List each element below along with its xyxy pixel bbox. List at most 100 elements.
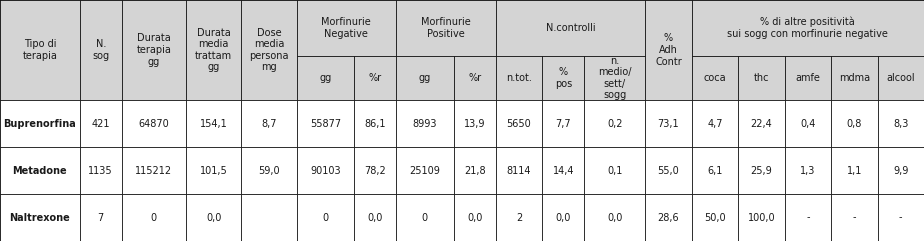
Text: 7,7: 7,7 [555,119,571,128]
Text: gg: gg [419,73,432,83]
Text: 0,4: 0,4 [800,119,816,128]
Text: 8993: 8993 [413,119,437,128]
Text: mdma: mdma [839,73,869,83]
Text: Morfinurie
Negative: Morfinurie Negative [322,17,371,39]
Text: 22,4: 22,4 [750,119,772,128]
Bar [354,56,396,100]
Bar [831,147,878,194]
Text: 101,5: 101,5 [200,166,227,175]
Bar [692,147,738,194]
Text: 21,8: 21,8 [464,166,485,175]
Bar [738,56,784,100]
Text: 55877: 55877 [310,119,341,128]
Text: % di altre positività
sui sogg con morfinurie negative: % di altre positività sui sogg con morfi… [727,17,888,39]
Text: n.tot.: n.tot. [506,73,532,83]
Text: 8,3: 8,3 [894,119,908,128]
Bar [0,100,79,147]
Bar [542,194,584,241]
Text: Tipo di
terapia: Tipo di terapia [22,39,57,61]
Text: 90103: 90103 [310,166,341,175]
Text: alcool: alcool [886,73,915,83]
Text: N.
sog: N. sog [92,39,109,61]
Bar [784,194,831,241]
Bar [831,100,878,147]
Text: Morfinurie
Positive: Morfinurie Positive [421,17,471,39]
Text: 86,1: 86,1 [364,119,386,128]
Text: 25,9: 25,9 [750,166,772,175]
Bar [542,56,584,100]
Text: 154,1: 154,1 [200,119,227,128]
Bar [645,194,692,241]
Bar [645,100,692,147]
Text: 50,0: 50,0 [704,213,725,222]
Bar [241,147,297,194]
Text: 4,7: 4,7 [707,119,723,128]
Bar [738,100,784,147]
Bar [186,194,241,241]
Text: Durata
terapia
gg: Durata terapia gg [137,33,171,67]
Text: 64870: 64870 [139,119,169,128]
Bar [241,100,297,147]
Text: -: - [853,213,856,222]
Bar [831,194,878,241]
Text: 0,0: 0,0 [368,213,383,222]
Bar [297,0,396,56]
Text: 25109: 25109 [409,166,441,175]
Bar [79,147,122,194]
Bar [584,56,645,100]
Bar [584,147,645,194]
Bar [186,147,241,194]
Bar [122,100,186,147]
Bar [0,147,79,194]
Bar [878,194,924,241]
Text: Naltrexone: Naltrexone [9,213,70,222]
Text: %
Adh
Contr: % Adh Contr [655,33,682,67]
Bar [496,0,645,56]
Bar [354,147,396,194]
Text: 115212: 115212 [135,166,173,175]
Bar [645,0,692,100]
Bar [454,56,496,100]
Bar [831,56,878,100]
Bar [878,56,924,100]
Bar [186,100,241,147]
Text: amfe: amfe [796,73,821,83]
Bar [396,194,454,241]
Bar [241,194,297,241]
Bar [784,56,831,100]
Text: 0,8: 0,8 [846,119,862,128]
Bar [784,100,831,147]
Text: N.controlli: N.controlli [546,23,595,33]
Text: 78,2: 78,2 [364,166,386,175]
Bar [645,147,692,194]
Bar [396,0,496,56]
Bar [738,147,784,194]
Bar [354,194,396,241]
Text: 0,1: 0,1 [607,166,623,175]
Text: 0,2: 0,2 [607,119,623,128]
Bar [692,56,738,100]
Text: 59,0: 59,0 [258,166,280,175]
Text: gg: gg [319,73,332,83]
Bar [496,194,542,241]
Bar [692,194,738,241]
Text: 0,0: 0,0 [467,213,482,222]
Bar [692,100,738,147]
Bar [79,100,122,147]
Text: 100,0: 100,0 [748,213,775,222]
Text: 13,9: 13,9 [464,119,485,128]
Text: 8,7: 8,7 [261,119,276,128]
Bar [297,56,354,100]
Bar [878,147,924,194]
Bar [122,147,186,194]
Text: 8114: 8114 [506,166,531,175]
Text: 55,0: 55,0 [658,166,679,175]
Text: %
pos: % pos [554,67,572,89]
Bar [354,100,396,147]
Bar [784,147,831,194]
Bar [396,147,454,194]
Text: thc: thc [754,73,769,83]
Bar [738,194,784,241]
Bar [122,0,186,100]
Text: 7: 7 [98,213,103,222]
